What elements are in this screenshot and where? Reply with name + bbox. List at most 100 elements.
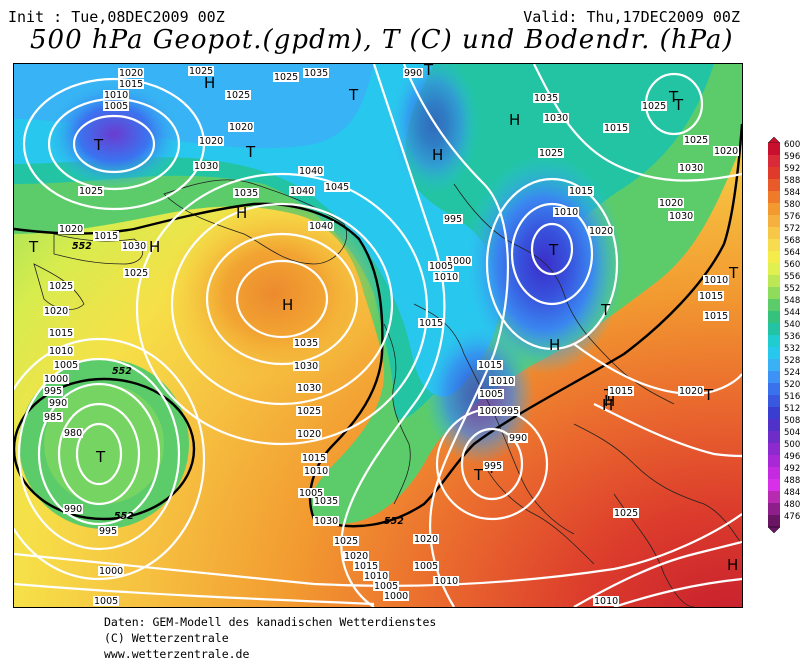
isobar-label-bg — [478, 406, 504, 416]
colorbar-swatch — [768, 407, 780, 419]
credit-url: www.wetterzentrale.de — [104, 647, 250, 661]
isobar-label-bg — [383, 591, 409, 601]
isobar-label-bg — [303, 68, 329, 78]
isobar-label-bg — [443, 214, 463, 224]
isobar-label-bg — [98, 566, 124, 576]
isobar-label: 1015 — [569, 186, 593, 197]
isobar-label: 1045 — [325, 182, 349, 193]
isobar-label-bg — [313, 496, 339, 506]
isobar-label-bg — [296, 429, 322, 439]
weather-map: THTHHTHTTHTTTHTHTTTTTHHTH102010151010100… — [13, 63, 743, 608]
colorbar-swatch — [768, 287, 780, 299]
colorbar-swatch — [768, 179, 780, 191]
isobar-label-bg — [483, 461, 503, 471]
isobar-label: 1020 — [229, 122, 253, 133]
colorbar-label: 516 — [784, 392, 800, 402]
colorbar-label: 540 — [784, 320, 800, 330]
isobar-label-bg — [43, 412, 63, 422]
pressure-center-label: H — [727, 556, 738, 574]
isobar-label: 1020 — [119, 68, 143, 79]
pressure-center-label: T — [728, 264, 739, 282]
isobar-label-bg — [668, 211, 694, 221]
colorbar-swatch — [768, 515, 780, 527]
colorbar-label: 580 — [784, 200, 800, 210]
isobar-label: 1035 — [304, 68, 328, 79]
isobar-label: 1035 — [294, 338, 318, 349]
colorbar-swatch — [768, 503, 780, 515]
colorbar-top-arrow — [767, 136, 781, 144]
isobar-label: 1025 — [274, 72, 298, 83]
isobar-label-bg — [58, 224, 84, 234]
contour-552-label: 552 — [72, 241, 92, 252]
isobar-label: 995 — [99, 526, 117, 537]
colorbar-swatch — [768, 191, 780, 203]
isobar-label-bg — [608, 386, 634, 396]
isobar-label: 1010 — [364, 571, 388, 582]
isobar-label: 1020 — [44, 306, 68, 317]
colorbar-swatch — [768, 323, 780, 335]
isobar-label-bg — [703, 275, 729, 285]
colorbar-label: 548 — [784, 296, 800, 306]
colorbar-label: 512 — [784, 404, 800, 414]
pressure-center-label: T — [600, 301, 611, 319]
isobar-label: 1025 — [79, 186, 103, 197]
isobar-label-bg — [301, 453, 327, 463]
pressure-center-label: T — [673, 96, 684, 114]
isobar-label: 990 — [509, 433, 527, 444]
colorbar-label: 496 — [784, 452, 800, 462]
isobar-label: 1020 — [59, 224, 83, 235]
isobar-label: 1020 — [714, 146, 738, 157]
isobar-label-bg — [298, 166, 324, 176]
isobar-label-bg — [48, 398, 68, 408]
isobar-label-bg — [543, 113, 569, 123]
isobar-label: 1015 — [609, 386, 633, 397]
colorbar-swatch — [768, 371, 780, 383]
pressure-center-label: H — [282, 296, 293, 314]
isobar-label-bg — [343, 551, 369, 561]
isobar-label: 1010 — [49, 346, 73, 357]
isobar-label: 1025 — [297, 406, 321, 417]
isobar-label-bg — [428, 261, 454, 271]
isobar-label-bg — [658, 198, 684, 208]
isobar-label-bg — [353, 561, 379, 571]
pressure-center-label: T — [548, 241, 559, 259]
isobar-label: 990 — [64, 504, 82, 515]
isobar-label: 1025 — [124, 268, 148, 279]
colorbar-label: 504 — [784, 428, 800, 438]
isobar-label-bg — [568, 186, 594, 196]
colorbar-label: 524 — [784, 368, 800, 378]
colorbar-swatch — [768, 443, 780, 455]
isobar-label: 1020 — [679, 386, 703, 397]
colorbar-label: 500 — [784, 440, 800, 450]
colorbar-swatch — [768, 347, 780, 359]
isobar-label: 1015 — [119, 79, 143, 90]
isobar-label-bg — [373, 581, 399, 591]
isobar-label-bg — [63, 504, 83, 514]
isobar-label-bg — [363, 571, 389, 581]
colorbar-label: 484 — [784, 488, 800, 498]
colorbar-swatch — [768, 383, 780, 395]
isobar-label-bg — [123, 268, 149, 278]
isobar-label-bg — [698, 291, 724, 301]
isobar-label: 1005 — [54, 360, 78, 371]
isobar-label: 1015 — [94, 231, 118, 242]
isobar-label-bg — [500, 406, 520, 416]
isobar-label: 990 — [404, 68, 422, 79]
isobar-label: 1000 — [99, 566, 123, 577]
isobar-label: 1025 — [334, 536, 358, 547]
isobar-label-bg — [228, 122, 254, 132]
isobar-label: 1040 — [309, 221, 333, 232]
isobar-label: 1020 — [589, 226, 613, 237]
isobar-label-bg — [233, 188, 259, 198]
isobar-label: 1005 — [299, 488, 323, 499]
isobar-label: 1010 — [554, 207, 578, 218]
colorbar-label: 488 — [784, 476, 800, 486]
isobar-label-bg — [403, 68, 423, 78]
isobar-label-bg — [713, 146, 739, 156]
pressure-center-label: T — [473, 466, 484, 484]
isobar-label-bg — [418, 318, 444, 328]
isobar-label-bg — [43, 374, 69, 384]
isobar-label-bg — [478, 389, 504, 399]
colorbar-swatch — [768, 203, 780, 215]
isobar-label-bg — [48, 328, 74, 338]
